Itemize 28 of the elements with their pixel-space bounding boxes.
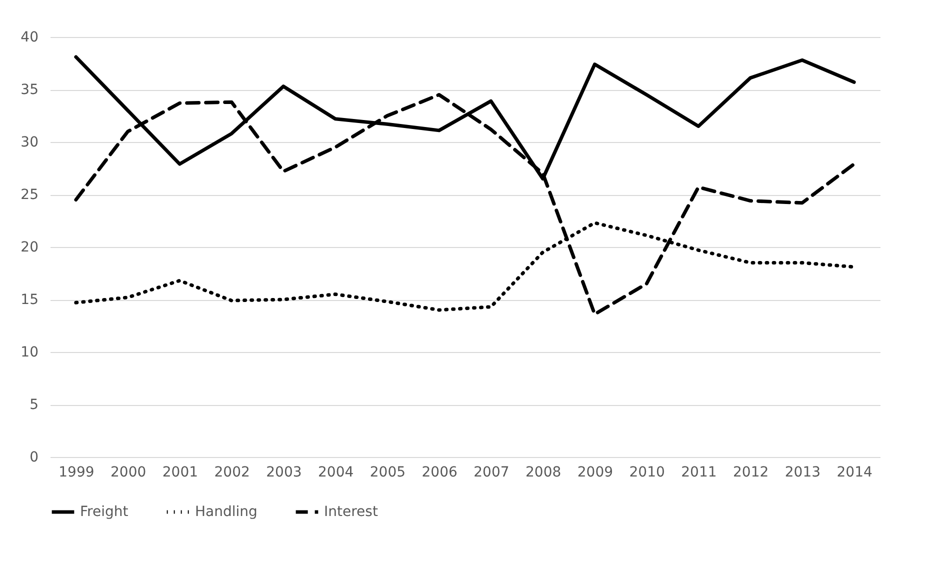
y-tick-label: 0 bbox=[30, 450, 38, 466]
y-tick-label: 15 bbox=[20, 292, 38, 308]
x-tick-label: 2004 bbox=[318, 464, 354, 480]
x-tick-label: 2000 bbox=[110, 464, 146, 480]
x-tick-label: 2010 bbox=[629, 464, 665, 480]
y-tick-label: 5 bbox=[30, 397, 38, 413]
x-tick-label: 2013 bbox=[784, 464, 821, 480]
x-tick-label: 2009 bbox=[577, 464, 614, 480]
x-tick-label: 2012 bbox=[732, 464, 769, 480]
legend-label: Freight bbox=[80, 504, 129, 520]
y-tick-label: 40 bbox=[20, 30, 38, 46]
legend-label: Handling bbox=[195, 504, 258, 520]
x-tick-label: 2007 bbox=[474, 464, 510, 480]
x-tick-label: 2005 bbox=[370, 464, 406, 480]
legend-label: Interest bbox=[324, 504, 378, 520]
x-tick-label: 2003 bbox=[266, 464, 302, 480]
y-tick-label: 30 bbox=[20, 134, 38, 150]
x-tick-label: 2011 bbox=[681, 464, 717, 480]
y-tick-label: 20 bbox=[20, 240, 38, 256]
x-tick-label: 2008 bbox=[525, 464, 562, 480]
y-tick-label: 35 bbox=[20, 82, 38, 98]
x-tick-label: 2001 bbox=[162, 464, 198, 480]
x-tick-label: 1999 bbox=[58, 464, 94, 480]
x-tick-label: 2014 bbox=[836, 464, 872, 480]
y-tick-label: 25 bbox=[20, 187, 38, 203]
x-tick-label: 2002 bbox=[214, 464, 250, 480]
y-tick-label: 10 bbox=[20, 344, 38, 360]
x-tick-label: 2006 bbox=[422, 464, 458, 480]
